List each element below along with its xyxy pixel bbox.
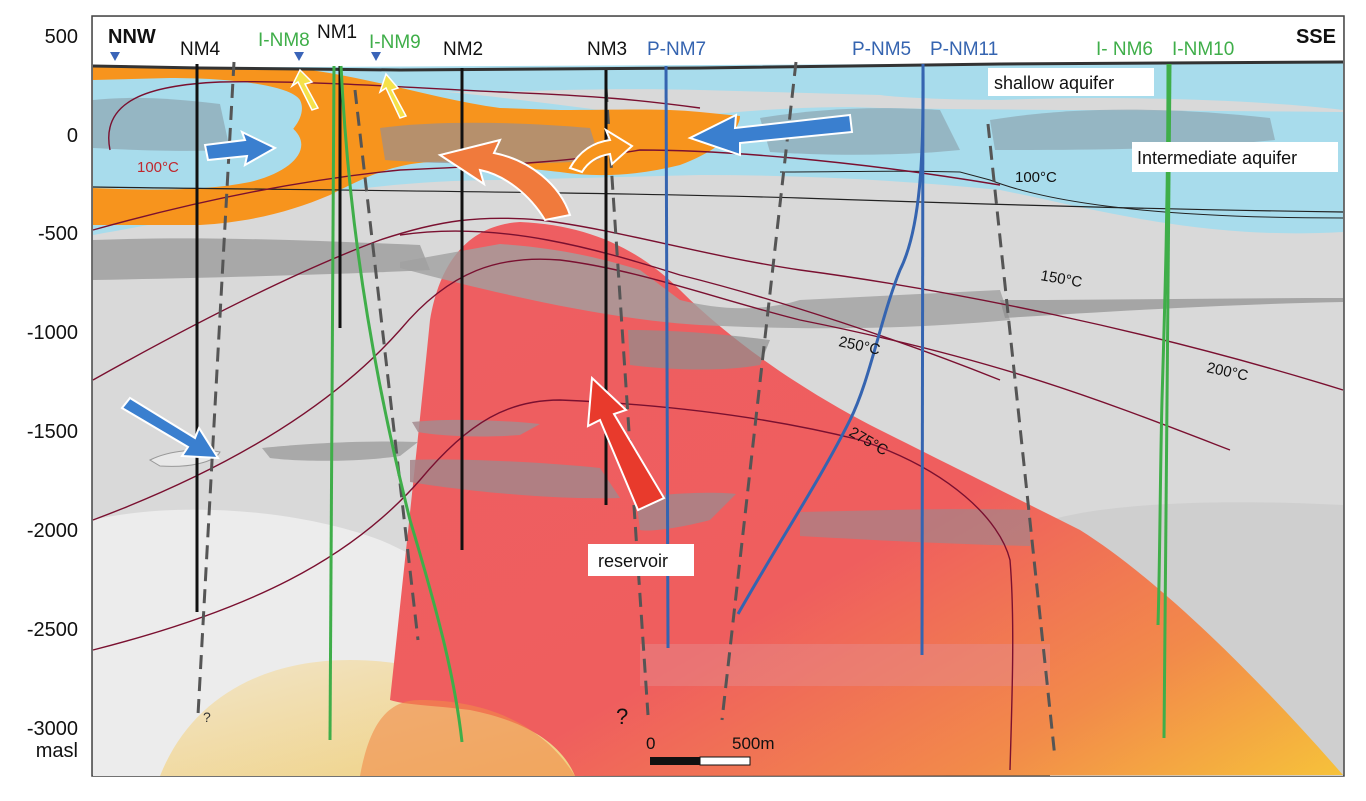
isotherm-250 <box>92 399 1014 771</box>
depth-unit: masl <box>36 740 78 762</box>
well-markers <box>110 52 381 61</box>
question-mark-small: ? <box>203 709 211 725</box>
well-label-nm1: NM1 <box>317 22 357 43</box>
well-label-pnm11: P-NM11 <box>930 39 998 60</box>
isotherm-200 <box>92 258 1231 521</box>
depth-tick: -1000 <box>27 322 78 344</box>
well-label-pnm7: P-NM7 <box>647 39 706 60</box>
dark-layer-1 <box>93 238 430 280</box>
reservoir-zone <box>390 222 1343 776</box>
depth-tick: 0 <box>67 125 78 147</box>
lower-band <box>640 644 1050 686</box>
lava-flow-4 <box>990 109 1275 150</box>
depth-tick: -2500 <box>27 619 78 641</box>
fault-3 <box>604 87 650 716</box>
isotherm-100-left <box>108 80 701 151</box>
arrow-red-reservoir <box>586 375 666 512</box>
contact-1 <box>92 186 1344 213</box>
arrow-yellow-1 <box>290 68 320 111</box>
well-label-nm3: NM3 <box>587 39 627 60</box>
fault-4 <box>720 61 798 721</box>
arrow-blue-deep <box>120 396 220 460</box>
inm8-marker-icon <box>294 52 304 61</box>
reservoir-box <box>588 544 694 576</box>
depth-tick: -3000 <box>27 718 78 740</box>
isotherm-150 <box>92 217 1344 391</box>
fault-5 <box>986 123 1057 759</box>
reservoir-base <box>360 700 575 776</box>
arrow-orange-up <box>437 138 572 222</box>
dark-layer-2 <box>400 244 1010 329</box>
dark-layer-4 <box>1000 298 1343 318</box>
depth-tick: -500 <box>38 223 78 245</box>
breccia-lens-4 <box>800 509 1030 546</box>
well-label-nm2: NM2 <box>443 39 483 60</box>
sky-area <box>93 17 1343 70</box>
well-labels: NM4 I-NM8 NM1 I-NM9 NM2 NM3 P-NM7 P-NM5 … <box>180 22 1234 60</box>
direction-nnw: NNW <box>108 26 156 48</box>
well-label-inm8: I-NM8 <box>258 30 310 51</box>
well-inm6 <box>1156 63 1170 626</box>
well-label-nm4: NM4 <box>180 39 221 60</box>
well-pnm11 <box>920 63 925 656</box>
well-label-inm6: I- NM6 <box>1096 39 1153 60</box>
isotherm-label-100-right: 100°C <box>1015 169 1057 186</box>
lava-flow-1 <box>93 97 230 151</box>
well-inm8 <box>328 65 336 741</box>
scale-label-start: 0 <box>646 734 655 753</box>
intermediate-aquifer-label: Intermediate aquifer <box>1137 148 1297 168</box>
scale-bar-white <box>699 756 751 766</box>
depth-tick: 500 <box>45 26 78 48</box>
arrow-blue-right <box>687 113 854 157</box>
arrow-blue-left <box>203 130 278 167</box>
isotherms <box>92 80 1344 771</box>
well-label-pnm5: P-NM5 <box>852 39 911 60</box>
depth-axis: 500 0 -500 -1000 -1500 -2000 -2500 -3000… <box>27 26 78 762</box>
contact-2 <box>779 170 1344 219</box>
intermediate-aquifer-box <box>1132 142 1338 172</box>
scale-bar-black <box>650 757 700 765</box>
question-mark: ? <box>616 704 628 729</box>
arrow-orange-small <box>568 127 634 174</box>
arrow-yellow-2 <box>378 72 408 119</box>
well-label-inm9: I-NM9 <box>369 32 421 53</box>
isotherm-label-100-left: 100°C <box>137 159 179 176</box>
fault-2 <box>353 89 420 641</box>
depth-tick: -1500 <box>27 421 78 443</box>
dark-layer-3 <box>628 330 770 370</box>
direction-sse: SSE <box>1296 26 1336 48</box>
scale-bar: 0 500m <box>646 734 775 766</box>
well-label-inm10: I-NM10 <box>1172 39 1234 60</box>
reservoir-label: reservoir <box>598 551 668 571</box>
shallow-aquifer-box <box>988 68 1154 96</box>
depth-tick: -2000 <box>27 520 78 542</box>
shallow-aquifer-label: shallow aquifer <box>994 73 1114 93</box>
topography-line <box>92 60 1344 72</box>
faults <box>196 61 1057 759</box>
well-pnm5 <box>736 63 925 615</box>
wells <box>195 63 1172 743</box>
flow-arrows <box>120 68 854 512</box>
nnw-marker-icon <box>110 52 120 61</box>
gray-lens-left <box>262 441 418 461</box>
breccia-lens-3 <box>636 492 736 531</box>
scale-label-end: 500m <box>732 734 775 753</box>
well-inm9 <box>339 65 464 743</box>
isotherm-100 <box>92 149 1001 231</box>
isotherm-extra <box>399 230 1001 381</box>
breccia-lens-1 <box>412 419 540 437</box>
inm9-marker-icon <box>371 52 381 61</box>
